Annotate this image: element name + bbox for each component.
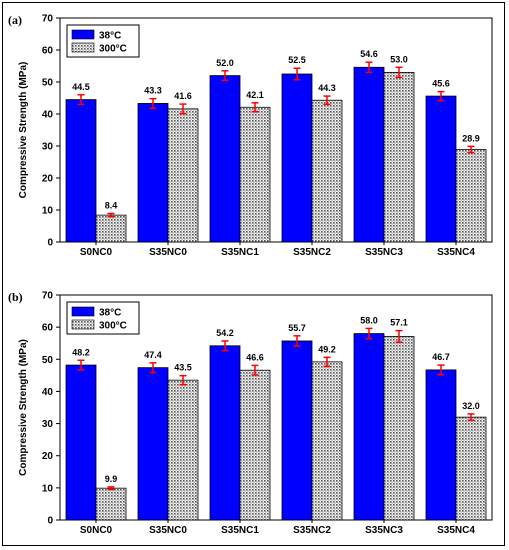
legend-label: 38°C xyxy=(99,308,121,319)
data-label: 43.3 xyxy=(144,86,162,96)
data-label: 55.7 xyxy=(288,323,306,333)
data-label: 28.9 xyxy=(462,133,480,143)
x-category-label: S0NC0 xyxy=(80,525,113,536)
data-label: 46.6 xyxy=(246,352,264,362)
bar-series1 xyxy=(137,103,169,243)
legend-label: 300°C xyxy=(99,321,127,332)
y-tick-label: 70 xyxy=(42,291,54,302)
y-tick-label: 30 xyxy=(42,142,54,153)
x-category-label: S35NC3 xyxy=(365,525,403,536)
y-axis-label: Compressive Strength (MPa) xyxy=(18,339,29,476)
data-label: 32.0 xyxy=(462,401,480,411)
chart-panel-a: (a) 0 10 20 30 40 50 60 70 Compressive Strength (… xyxy=(8,13,493,258)
y-tick-label: 20 xyxy=(42,174,54,185)
x-category-label: S35NC0 xyxy=(149,247,187,258)
bar-series2 xyxy=(167,108,199,243)
data-label: 52.5 xyxy=(288,55,306,65)
legend-swatch xyxy=(71,319,95,330)
legend-swatch xyxy=(71,306,95,317)
x-category-label: S35NC3 xyxy=(365,247,403,258)
plot-area xyxy=(59,17,493,243)
panel-label: (a) xyxy=(8,13,22,27)
y-tick-label: 20 xyxy=(42,451,54,462)
bar-series2 xyxy=(455,416,487,521)
bar-series2 xyxy=(95,214,127,243)
bar-series1 xyxy=(425,369,457,521)
chart-panel-b: (b) 0 10 20 30 40 50 60 70 Compressive Strength (… xyxy=(8,290,493,536)
bar-series2 xyxy=(383,72,415,243)
data-label: 49.2 xyxy=(318,344,336,354)
legend: 38°C 300°C xyxy=(66,301,140,335)
bar-series1 xyxy=(209,345,241,521)
bar-series1 xyxy=(281,73,313,243)
y-tick-label: 0 xyxy=(47,238,53,249)
x-category-label: S35NC2 xyxy=(293,247,331,258)
legend-label: 38°C xyxy=(99,31,121,42)
data-label: 47.4 xyxy=(144,350,162,360)
data-label: 54.2 xyxy=(216,328,234,338)
data-label: 54.6 xyxy=(360,49,378,59)
data-label: 41.6 xyxy=(174,91,192,101)
data-label: 52.0 xyxy=(216,58,234,68)
plot-area xyxy=(59,294,493,521)
bar-series2 xyxy=(383,336,415,521)
x-category-label: S35NC1 xyxy=(221,525,259,536)
y-tick-label: 40 xyxy=(42,387,54,398)
bar-series2 xyxy=(95,487,127,521)
y-tick-label: 70 xyxy=(42,14,54,25)
bar-series1 xyxy=(137,367,169,521)
y-tick-label: 10 xyxy=(42,483,54,494)
y-tick-label: 50 xyxy=(42,78,54,89)
y-tick-label: 10 xyxy=(42,206,54,217)
y-tick-label: 0 xyxy=(47,516,53,527)
bar-series2 xyxy=(167,379,199,521)
bar-series1 xyxy=(353,66,385,243)
x-category-label: S35NC2 xyxy=(293,525,331,536)
y-tick-label: 40 xyxy=(42,110,54,121)
y-tick-label: 60 xyxy=(42,46,54,57)
data-label: 46.7 xyxy=(432,352,450,362)
data-label: 58.0 xyxy=(360,315,378,325)
x-category-label: S35NC4 xyxy=(437,525,475,536)
x-category-label: S0NC0 xyxy=(80,247,113,258)
data-label: 53.0 xyxy=(390,54,408,64)
bar-series2 xyxy=(239,106,271,243)
bar-series1 xyxy=(353,333,385,521)
figure-frame xyxy=(2,2,505,546)
y-tick-label: 50 xyxy=(42,355,54,366)
legend-label: 300°C xyxy=(99,44,127,55)
bar-series2 xyxy=(311,361,343,521)
data-label: 57.1 xyxy=(390,318,408,328)
data-label: 42.1 xyxy=(246,90,264,100)
bar-series2 xyxy=(311,99,343,243)
bar-series1 xyxy=(425,95,457,243)
legend-swatch xyxy=(71,42,95,53)
data-label: 44.5 xyxy=(72,82,90,92)
data-label: 43.5 xyxy=(174,363,192,373)
legend: 38°C 300°C xyxy=(66,24,140,58)
data-label: 48.2 xyxy=(72,347,90,357)
x-category-label: S35NC4 xyxy=(437,247,475,258)
bar-series2 xyxy=(455,149,487,243)
bar-series1 xyxy=(209,75,241,243)
bar-series1 xyxy=(281,340,313,521)
data-label: 8.4 xyxy=(105,201,118,211)
y-axis-label: Compressive Strength (MPa) xyxy=(18,62,29,199)
data-label: 44.3 xyxy=(318,83,336,93)
y-tick-label: 60 xyxy=(42,323,54,334)
bar-series2 xyxy=(239,369,271,521)
bar-series1 xyxy=(65,364,97,521)
data-label: 9.9 xyxy=(105,474,118,484)
legend-swatch xyxy=(71,29,95,40)
x-category-label: S35NC0 xyxy=(149,525,187,536)
x-category-label: S35NC1 xyxy=(221,247,259,258)
bar-series1 xyxy=(65,99,97,243)
y-tick-label: 30 xyxy=(42,419,54,430)
panel-label: (b) xyxy=(8,290,23,304)
data-label: 45.6 xyxy=(432,79,450,89)
